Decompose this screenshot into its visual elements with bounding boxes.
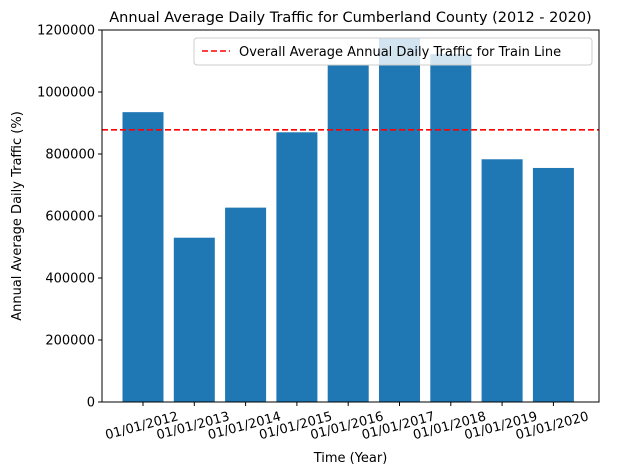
bars-group bbox=[122, 37, 574, 403]
bar-8 bbox=[532, 167, 574, 402]
y-tick-label-1: 200000 bbox=[45, 334, 95, 349]
y-axis-label: Annual Average Daily Traffic (%) bbox=[10, 111, 25, 321]
bar-4 bbox=[327, 64, 369, 402]
y-tick-label-6: 1200000 bbox=[37, 24, 95, 39]
bar-3 bbox=[276, 132, 318, 403]
legend-box bbox=[193, 37, 593, 66]
y-tick-label-2: 400000 bbox=[45, 272, 95, 287]
bar-0 bbox=[122, 112, 164, 403]
x-axis-ticks: 01/01/201201/01/201301/01/201401/01/2015… bbox=[104, 402, 590, 443]
bar-7 bbox=[481, 159, 523, 402]
y-tick-label-0: 0 bbox=[87, 396, 95, 411]
bar-6 bbox=[430, 54, 472, 403]
y-tick-label-3: 600000 bbox=[45, 210, 95, 225]
legend: Overall Average Annual Daily Traffic for… bbox=[193, 37, 593, 66]
y-tick-label-5: 1000000 bbox=[37, 86, 95, 101]
bar-1 bbox=[173, 237, 215, 402]
bar-2 bbox=[225, 207, 267, 402]
chart-title: Annual Average Daily Traffic for Cumberl… bbox=[109, 10, 591, 26]
bar-5 bbox=[379, 37, 420, 402]
y-axis-ticks: 0 200000 400000 600000 800000 1000000 1200000 bbox=[37, 24, 102, 411]
x-axis-label: Time (Year) bbox=[313, 451, 388, 466]
y-tick-label-4: 800000 bbox=[45, 148, 95, 163]
legend-label-reference-line: Overall Average Annual Daily Traffic for… bbox=[239, 45, 561, 60]
